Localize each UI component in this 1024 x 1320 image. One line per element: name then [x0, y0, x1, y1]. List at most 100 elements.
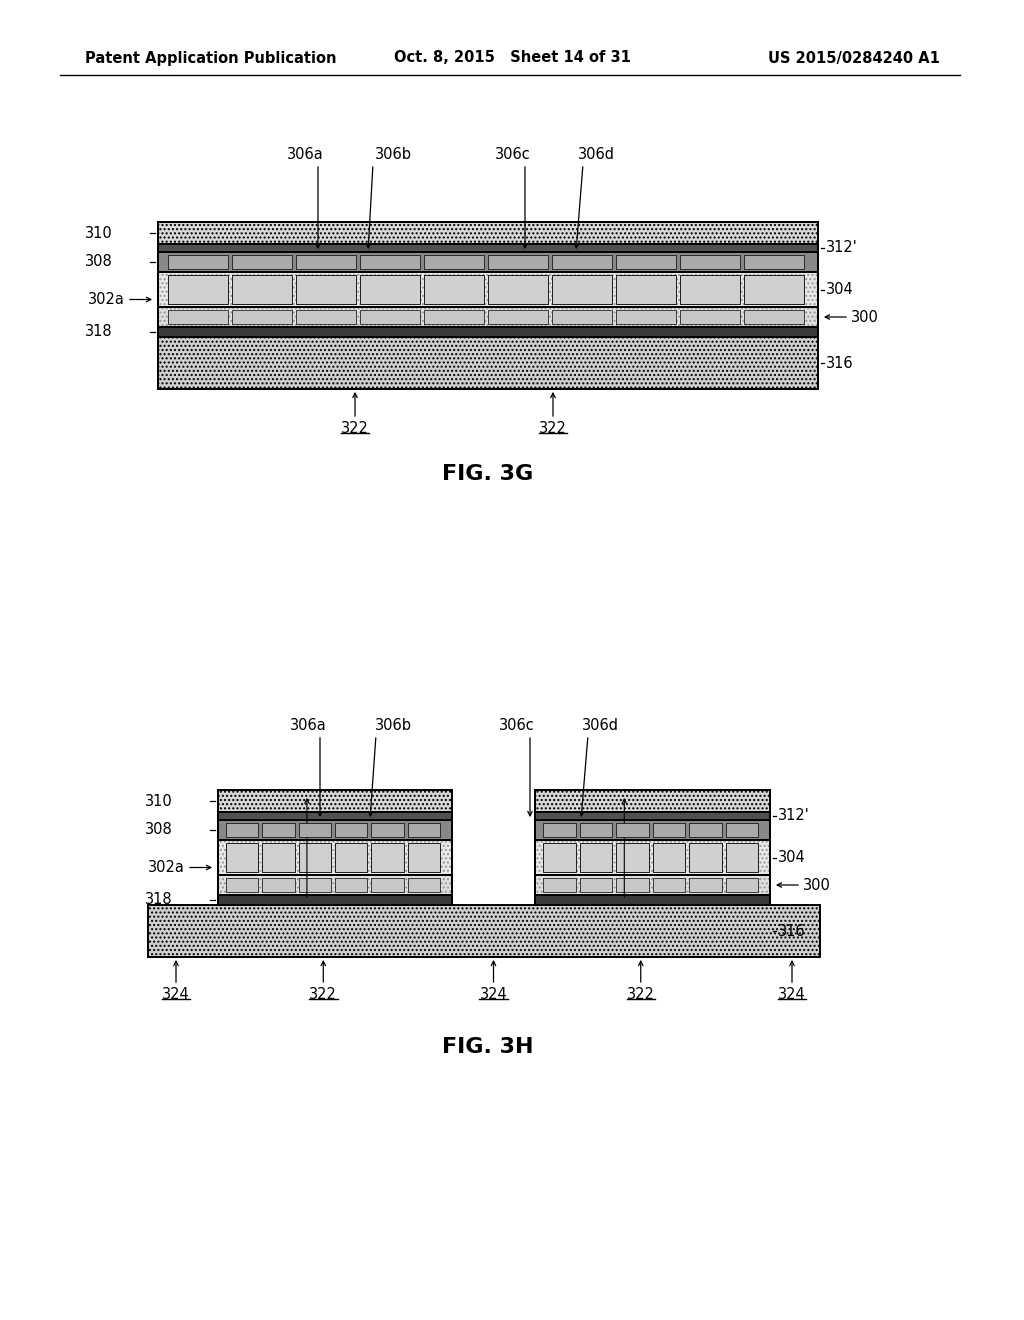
Bar — [424, 255, 484, 269]
Bar — [232, 255, 292, 269]
Bar — [232, 310, 292, 323]
Bar — [168, 275, 228, 304]
Bar — [360, 275, 420, 304]
Bar — [360, 310, 420, 323]
Bar — [535, 875, 770, 895]
Bar — [218, 820, 452, 840]
Text: 322: 322 — [539, 421, 567, 436]
Bar — [725, 843, 758, 873]
Text: 302a: 302a — [148, 861, 185, 875]
Bar — [535, 789, 770, 812]
Bar — [158, 222, 818, 244]
Bar — [372, 843, 403, 873]
Bar — [218, 875, 452, 895]
Text: 312': 312' — [826, 240, 858, 256]
Bar — [218, 812, 452, 820]
Bar — [299, 843, 331, 873]
Text: 312': 312' — [778, 808, 810, 824]
Bar — [262, 878, 295, 892]
Bar — [158, 337, 818, 389]
Bar — [652, 843, 685, 873]
Bar — [218, 789, 452, 812]
Bar — [616, 878, 648, 892]
Text: 316: 316 — [826, 355, 854, 371]
Bar — [535, 895, 770, 906]
Bar — [360, 255, 420, 269]
Text: US 2015/0284240 A1: US 2015/0284240 A1 — [768, 50, 940, 66]
Bar — [535, 789, 770, 812]
Text: 304: 304 — [778, 850, 806, 865]
Text: 306a: 306a — [287, 147, 324, 162]
Text: 322: 322 — [627, 987, 654, 1002]
Text: 306b: 306b — [375, 718, 412, 733]
Bar — [335, 878, 368, 892]
Bar — [580, 822, 612, 837]
Bar — [744, 275, 804, 304]
Bar — [226, 878, 258, 892]
Bar — [408, 843, 440, 873]
Bar — [616, 255, 676, 269]
Text: 316: 316 — [778, 924, 806, 939]
Bar — [652, 822, 685, 837]
Bar — [552, 255, 612, 269]
Bar — [744, 310, 804, 323]
Text: 318: 318 — [85, 325, 113, 339]
Text: 324: 324 — [778, 987, 806, 1002]
Bar — [535, 812, 770, 820]
Bar — [689, 843, 722, 873]
Bar — [680, 275, 740, 304]
Bar — [168, 255, 228, 269]
Bar — [218, 789, 452, 906]
Bar — [226, 843, 258, 873]
Bar — [408, 878, 440, 892]
Bar — [335, 822, 368, 837]
Text: 308: 308 — [145, 822, 173, 837]
Text: Patent Application Publication: Patent Application Publication — [85, 50, 337, 66]
Text: 306b: 306b — [375, 147, 412, 162]
Bar — [408, 822, 440, 837]
Bar — [535, 789, 770, 906]
Text: 306c: 306c — [499, 718, 535, 733]
Bar — [158, 337, 818, 389]
Bar — [299, 822, 331, 837]
Bar — [168, 310, 228, 323]
Bar — [262, 843, 295, 873]
Bar — [335, 843, 368, 873]
Bar — [535, 840, 770, 875]
Text: 306c: 306c — [496, 147, 530, 162]
Text: 310: 310 — [85, 226, 113, 240]
Bar — [616, 843, 648, 873]
Bar — [218, 789, 452, 812]
Bar — [689, 822, 722, 837]
Bar — [232, 275, 292, 304]
Bar — [725, 822, 758, 837]
Bar — [226, 822, 258, 837]
Text: 308: 308 — [85, 255, 113, 269]
Bar — [535, 820, 770, 840]
Bar — [296, 310, 356, 323]
Bar — [299, 878, 331, 892]
Text: 304: 304 — [826, 282, 854, 297]
Text: FIG. 3H: FIG. 3H — [442, 1038, 534, 1057]
Bar — [158, 308, 818, 327]
Text: 302a: 302a — [88, 292, 125, 308]
Bar — [158, 272, 818, 308]
Bar — [652, 878, 685, 892]
Text: Oct. 8, 2015   Sheet 14 of 31: Oct. 8, 2015 Sheet 14 of 31 — [393, 50, 631, 66]
Bar — [488, 310, 548, 323]
Text: 318: 318 — [145, 892, 173, 908]
Text: 306d: 306d — [582, 718, 618, 733]
Bar — [543, 822, 575, 837]
Text: 300: 300 — [851, 309, 879, 325]
Bar — [148, 906, 820, 957]
Bar — [552, 310, 612, 323]
Bar — [158, 222, 818, 244]
Bar — [616, 310, 676, 323]
Text: 306a: 306a — [290, 718, 327, 733]
Text: 306d: 306d — [578, 147, 615, 162]
Text: 322: 322 — [341, 421, 369, 436]
Bar — [535, 840, 770, 875]
Text: 324: 324 — [162, 987, 189, 1002]
Bar — [158, 222, 818, 389]
Bar — [725, 878, 758, 892]
